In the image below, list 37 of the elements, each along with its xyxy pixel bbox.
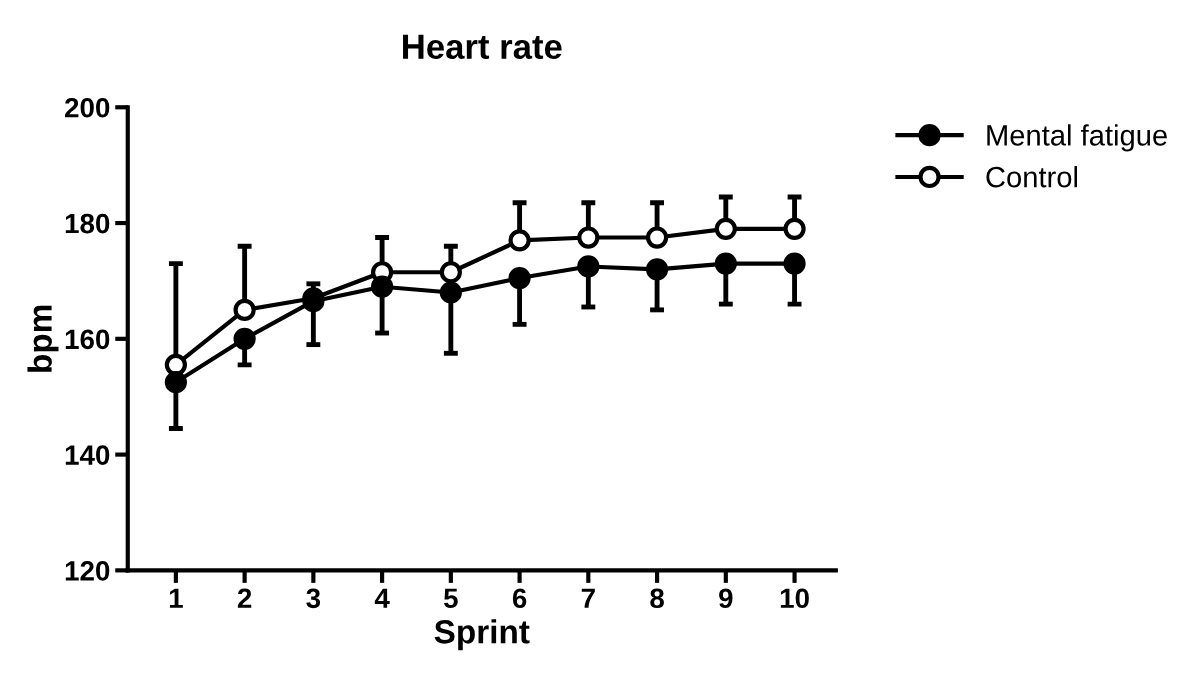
x-tick-label: 5 <box>443 588 458 609</box>
point <box>370 275 394 298</box>
point <box>783 217 806 240</box>
y-tick-label: 160 <box>65 329 110 350</box>
x-tick-label: 3 <box>306 588 321 609</box>
point <box>714 217 737 240</box>
y-tick-label: 120 <box>65 561 110 581</box>
point <box>164 371 187 394</box>
y-axis-title: bpm <box>27 305 59 372</box>
x-tick-label: 7 <box>581 588 595 608</box>
x-tick-label: 8 <box>650 588 664 609</box>
point <box>439 261 462 284</box>
x-tick-label: 1 <box>169 588 183 608</box>
chart-title: Heart rate <box>403 34 562 60</box>
x-axis-title: Sprint <box>434 619 530 651</box>
y-tick-label: 180 <box>65 213 110 234</box>
x-tick-label: 10 <box>780 588 809 609</box>
x-tick-label: 9 <box>719 588 733 609</box>
point <box>508 266 531 290</box>
point <box>577 226 600 249</box>
point <box>233 298 256 321</box>
legend-label: Control <box>986 166 1078 188</box>
point <box>439 281 462 304</box>
point <box>714 252 737 275</box>
x-tick-label: 4 <box>374 588 390 608</box>
point <box>577 255 600 278</box>
x-tick-label: 6 <box>512 588 527 609</box>
point <box>783 252 806 275</box>
point <box>645 258 669 281</box>
point <box>233 327 256 350</box>
y-tick-label: 200 <box>65 97 110 118</box>
y-tick-label: 140 <box>65 445 110 465</box>
point <box>508 229 531 252</box>
x-tick-label: 2 <box>237 588 252 608</box>
point <box>645 226 669 249</box>
point <box>164 353 187 376</box>
legend-label: Mental fatigue <box>987 124 1167 152</box>
